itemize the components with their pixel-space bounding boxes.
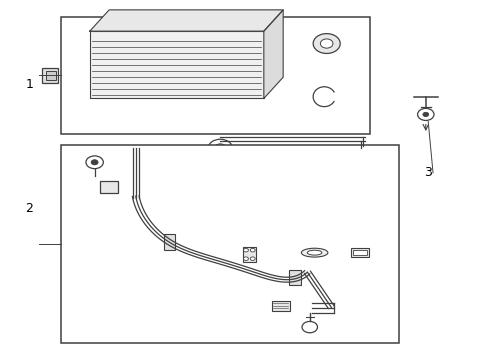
Polygon shape bbox=[42, 68, 58, 83]
Polygon shape bbox=[242, 247, 256, 262]
Ellipse shape bbox=[306, 250, 321, 255]
Polygon shape bbox=[61, 17, 369, 134]
Circle shape bbox=[91, 160, 98, 165]
Circle shape bbox=[320, 39, 332, 48]
Text: 1: 1 bbox=[25, 78, 33, 91]
Circle shape bbox=[250, 248, 255, 252]
Circle shape bbox=[302, 321, 317, 333]
Circle shape bbox=[243, 257, 248, 260]
Polygon shape bbox=[90, 31, 264, 99]
Polygon shape bbox=[264, 10, 283, 99]
Circle shape bbox=[214, 144, 225, 152]
Circle shape bbox=[312, 33, 340, 54]
Ellipse shape bbox=[301, 248, 327, 257]
Polygon shape bbox=[61, 145, 398, 343]
Polygon shape bbox=[90, 10, 283, 31]
Circle shape bbox=[422, 112, 428, 117]
Text: 3: 3 bbox=[424, 166, 431, 179]
Polygon shape bbox=[100, 181, 118, 193]
Circle shape bbox=[208, 139, 232, 157]
Circle shape bbox=[86, 156, 103, 168]
Polygon shape bbox=[271, 301, 289, 311]
Circle shape bbox=[243, 248, 248, 252]
Text: 2: 2 bbox=[25, 202, 33, 215]
Polygon shape bbox=[352, 250, 366, 255]
Polygon shape bbox=[350, 248, 368, 257]
Polygon shape bbox=[289, 270, 301, 285]
Polygon shape bbox=[45, 71, 56, 80]
Circle shape bbox=[417, 108, 433, 121]
Polygon shape bbox=[163, 234, 175, 250]
Circle shape bbox=[250, 257, 255, 260]
